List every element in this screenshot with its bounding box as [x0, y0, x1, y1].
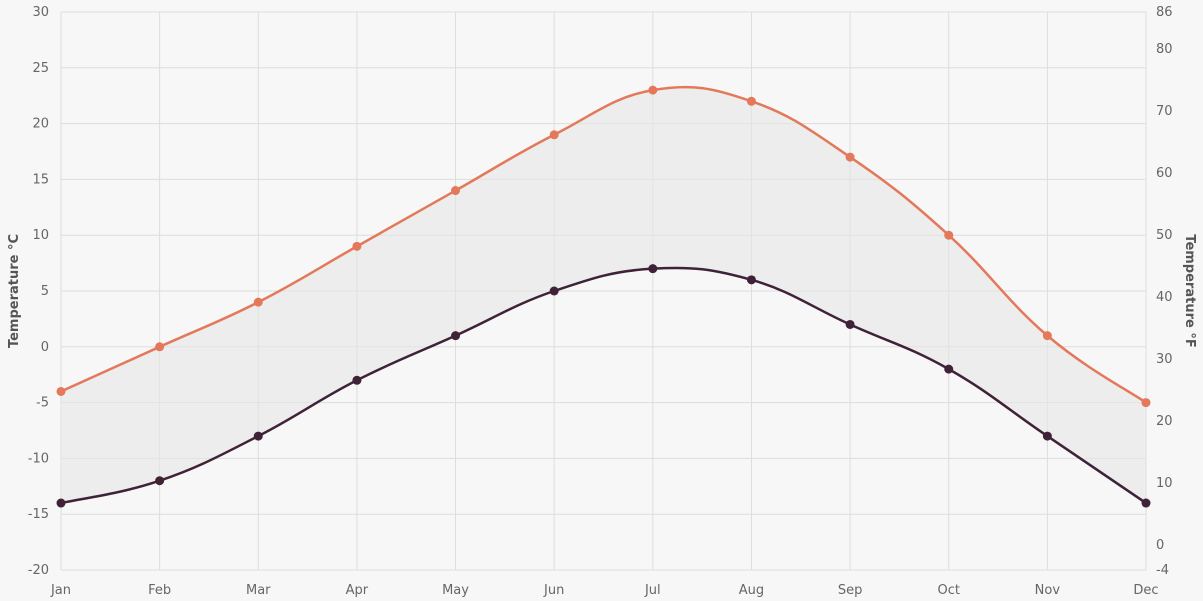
- y-tick-label: 25: [32, 61, 49, 76]
- x-tick-label: Feb: [148, 583, 171, 598]
- temperature-range-area: [61, 87, 1146, 504]
- data-point: [451, 186, 461, 196]
- y-axis-title: Temperature °C: [7, 234, 22, 348]
- data-point: [1042, 431, 1052, 441]
- data-point: [746, 275, 756, 285]
- series-1: [56, 264, 1151, 508]
- data-point: [56, 386, 66, 396]
- x-tick-label: Sep: [838, 583, 863, 598]
- x-tick-label: Apr: [346, 583, 369, 598]
- data-point: [549, 286, 559, 296]
- x-tick-label: Aug: [739, 583, 764, 598]
- y2-tick-label: 70: [1156, 104, 1173, 119]
- x-tick-label: Mar: [246, 583, 271, 598]
- x-tick-label: Jan: [50, 583, 71, 598]
- series-line: [60, 85, 1147, 404]
- y-tick-label: -10: [28, 451, 49, 466]
- data-point: [845, 319, 855, 329]
- data-point: [1042, 331, 1052, 341]
- x-tick-label: Jun: [543, 583, 564, 598]
- y-tick-label: 30: [32, 5, 49, 20]
- y2-axis-title: Temperature °F: [1182, 234, 1197, 347]
- data-point: [944, 364, 954, 374]
- y2-tick-label: 40: [1156, 290, 1173, 305]
- y-tick-label: -5: [36, 396, 49, 411]
- data-point: [1141, 498, 1151, 508]
- y-tick-label: 0: [41, 340, 49, 355]
- data-point: [253, 431, 263, 441]
- y2-tick-label: 20: [1156, 414, 1173, 429]
- data-point: [845, 152, 855, 162]
- data-point: [253, 297, 263, 307]
- x-tick-label: Oct: [937, 583, 959, 598]
- y-tick-label: 5: [41, 284, 49, 299]
- y2-tick-label: 30: [1156, 352, 1173, 367]
- data-point: [56, 498, 66, 508]
- y2-tick-label: 80: [1156, 42, 1173, 57]
- x-tick-label: Jul: [644, 583, 661, 598]
- data-point: [944, 230, 954, 240]
- y-tick-label: 15: [32, 172, 49, 187]
- data-point: [451, 331, 461, 341]
- y2-tick-label: 60: [1156, 166, 1173, 181]
- y-tick-label: -20: [28, 563, 49, 578]
- y2-tick-label: 0: [1156, 538, 1164, 553]
- y2-tick-label: 50: [1156, 228, 1173, 243]
- data-point: [746, 96, 756, 106]
- series-line: [60, 266, 1147, 505]
- y-tick-label: -15: [28, 507, 49, 522]
- data-point: [1141, 398, 1151, 408]
- y-tick-label: 20: [32, 117, 49, 132]
- series-0: [56, 85, 1151, 408]
- data-point: [352, 241, 362, 251]
- data-point: [648, 85, 658, 95]
- x-tick-label: Nov: [1035, 583, 1061, 598]
- data-point: [648, 264, 658, 274]
- y-tick-label: 10: [32, 228, 49, 243]
- data-point: [352, 375, 362, 385]
- x-tick-label: May: [442, 583, 469, 598]
- y2-tick-label: 10: [1156, 476, 1173, 491]
- data-point: [155, 476, 165, 486]
- x-tick-label: Dec: [1133, 583, 1158, 598]
- y2-tick-label: 86: [1156, 5, 1173, 20]
- y2-tick-label: -4: [1156, 563, 1169, 578]
- data-point: [549, 130, 559, 140]
- data-point: [155, 342, 165, 352]
